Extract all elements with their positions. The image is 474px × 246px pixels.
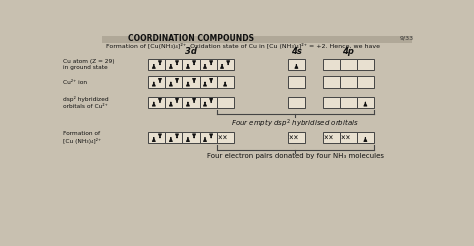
Text: 3d: 3d — [185, 47, 197, 56]
Bar — [323, 77, 340, 88]
Bar — [182, 77, 200, 88]
Text: dsp² hybridized
orbitals of Cu²⁺: dsp² hybridized orbitals of Cu²⁺ — [63, 96, 109, 108]
Bar — [165, 59, 182, 70]
Bar — [165, 132, 182, 143]
Text: Formation of [Cu(NH₃)₄]²⁺. Oxidation state of Cu in [Cu (NH₃)₄]²⁺ = +2. Hence, w: Formation of [Cu(NH₃)₄]²⁺. Oxidation sta… — [106, 43, 380, 49]
Text: ××: ×× — [324, 133, 338, 142]
Bar — [182, 132, 200, 143]
Bar — [340, 96, 357, 108]
Bar — [357, 132, 374, 143]
Bar — [323, 132, 340, 143]
Bar — [357, 96, 374, 108]
Bar — [148, 96, 165, 108]
Bar — [340, 132, 357, 143]
Bar — [200, 132, 217, 143]
Bar — [340, 77, 357, 88]
Text: Formation of
[Cu (NH₃)₄]²⁺: Formation of [Cu (NH₃)₄]²⁺ — [63, 131, 101, 144]
Bar — [323, 59, 340, 70]
Bar — [323, 96, 340, 108]
Text: 4p: 4p — [342, 47, 354, 56]
Bar — [165, 77, 182, 88]
Bar — [217, 96, 234, 108]
Text: 9/33: 9/33 — [400, 35, 414, 41]
Text: Cu²⁺ ion: Cu²⁺ ion — [63, 80, 87, 85]
Bar — [182, 59, 200, 70]
Bar — [288, 59, 305, 70]
Text: Four electron pairs donated by four NH₃ molecules: Four electron pairs donated by four NH₃ … — [207, 154, 384, 159]
Text: Cu atom (Z = 29)
in ground state: Cu atom (Z = 29) in ground state — [63, 59, 115, 70]
Bar — [148, 59, 165, 70]
Text: ××: ×× — [290, 133, 303, 142]
Bar — [288, 132, 305, 143]
Bar — [217, 132, 234, 143]
Text: Four empty $dsp^2$ hybridised orbitals: Four empty $dsp^2$ hybridised orbitals — [231, 118, 359, 130]
Text: COORDINATION COMPOUNDS: COORDINATION COMPOUNDS — [128, 34, 254, 43]
Bar — [217, 77, 234, 88]
Text: ××: ×× — [218, 133, 232, 142]
Bar — [148, 132, 165, 143]
Bar — [357, 77, 374, 88]
Bar — [217, 59, 234, 70]
Text: 4s: 4s — [291, 47, 302, 56]
Bar — [148, 77, 165, 88]
Bar — [200, 77, 217, 88]
Bar — [340, 59, 357, 70]
Bar — [200, 96, 217, 108]
Text: ××: ×× — [341, 133, 355, 142]
Bar — [165, 96, 182, 108]
Bar — [102, 36, 412, 43]
Bar — [288, 96, 305, 108]
Bar — [182, 96, 200, 108]
Bar — [200, 59, 217, 70]
Bar — [288, 77, 305, 88]
Bar — [357, 59, 374, 70]
